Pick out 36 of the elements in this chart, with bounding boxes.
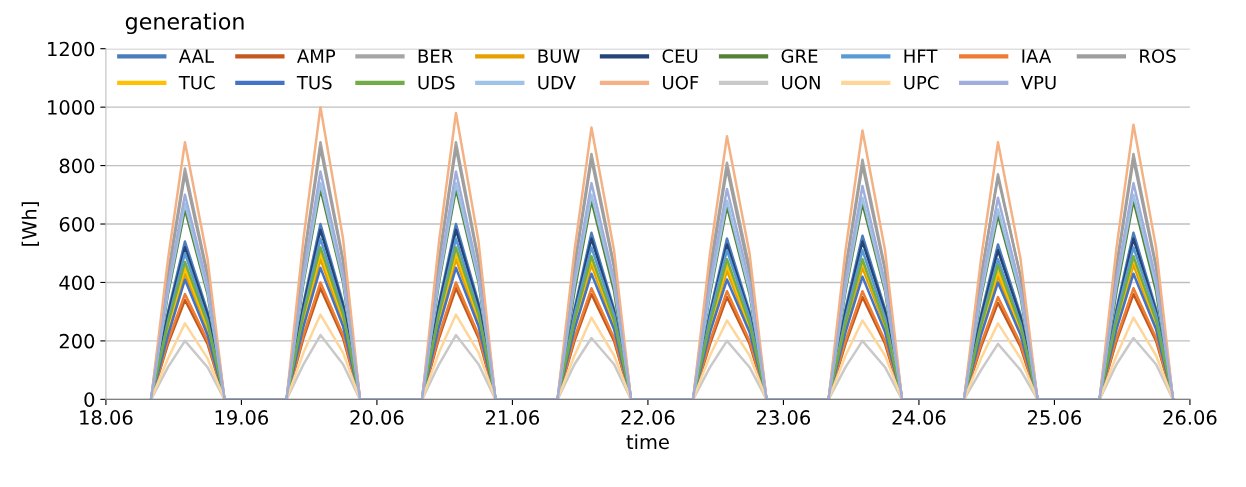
legend-label: ROS — [1140, 49, 1176, 63]
legend-label: HFT — [904, 49, 938, 63]
legend-label: TUS — [296, 75, 332, 90]
x-tick-label: 24.06 — [892, 410, 946, 425]
x-tick-label: 19.06 — [215, 410, 269, 425]
legend-label: AMP — [297, 49, 336, 63]
legend-label: UON — [782, 75, 820, 90]
legend-label: GRE — [781, 49, 818, 63]
legend-label: AAL — [178, 49, 214, 63]
legend-label: UDV — [538, 75, 576, 90]
y-tick-label: 0 — [84, 392, 95, 407]
x-tick-label: 22.06 — [621, 410, 675, 425]
x-tick-label: 21.06 — [486, 410, 540, 425]
y-tick-label: 600 — [59, 216, 95, 232]
x-tick-label: 18.06 — [80, 410, 133, 425]
legend-label: CEU — [662, 49, 698, 63]
legend-label: UDS — [418, 75, 455, 90]
legend-label: IAA — [1022, 49, 1052, 63]
y-tick-label: 400 — [59, 275, 95, 291]
x-tick-label: 20.06 — [350, 410, 404, 425]
y-tick-label: 1200 — [48, 41, 95, 57]
legend-label: BUW — [538, 49, 580, 63]
y-tick-label: 800 — [59, 158, 95, 174]
chart-title: generation — [125, 12, 244, 35]
y-axis-title: [Wh] — [21, 202, 39, 246]
x-tick-label: 23.06 — [757, 410, 811, 425]
x-axis-title: time — [626, 434, 669, 450]
legend-label: UPC — [904, 75, 939, 90]
legend-label: BER — [418, 49, 453, 63]
legend-label: TUC — [178, 75, 215, 90]
legend-label: UOF — [663, 75, 699, 90]
legend-label: VPU — [1020, 75, 1056, 90]
y-tick-label: 200 — [59, 333, 95, 349]
x-tick-label: 26.06 — [1163, 410, 1217, 425]
x-tick-label: 25.06 — [1028, 410, 1082, 425]
y-tick-label: 1000 — [48, 100, 95, 115]
